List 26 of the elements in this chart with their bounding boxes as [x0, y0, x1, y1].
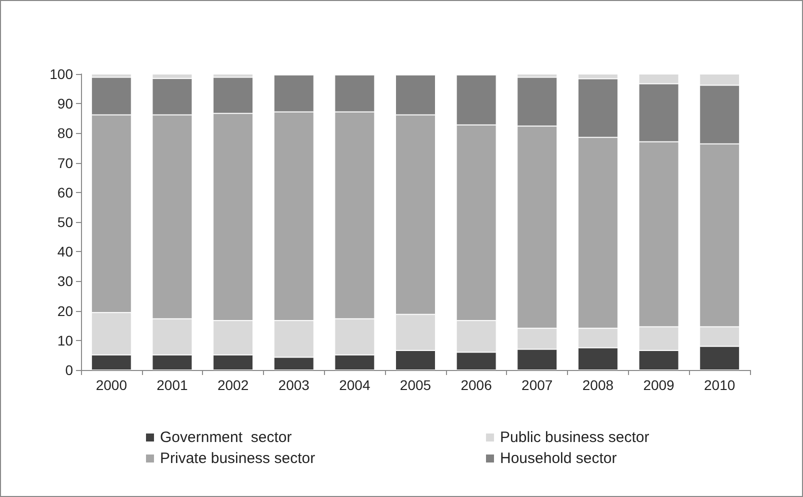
x-tick-label: 2005	[400, 377, 432, 393]
x-tick-label: 2010	[704, 377, 736, 393]
x-tick-label: 2007	[522, 377, 553, 393]
x-tick-label: 2008	[582, 377, 614, 393]
x-tick-label: 2003	[278, 377, 310, 393]
legend-label: Government sector	[160, 429, 292, 446]
y-tick-label: 70	[57, 154, 74, 171]
y-tick-label: 10	[57, 332, 74, 348]
y-tick-label: 20	[57, 302, 74, 319]
y-tick-label: 60	[57, 184, 74, 200]
y-tick-label: 50	[57, 214, 74, 230]
legend-label: Public business sector	[500, 429, 650, 446]
y-tick-label: 80	[57, 125, 74, 142]
x-tick-label: 2009	[643, 377, 675, 393]
legend-label: Household sector	[500, 450, 617, 467]
x-tick-label: 2000	[96, 377, 128, 393]
y-tick-label: 40	[57, 244, 74, 260]
x-tick-label: 2006	[460, 377, 492, 393]
x-tick-label: 2001	[156, 377, 188, 393]
legend-label: Private business sector	[160, 450, 316, 467]
x-tick-label: 2004	[339, 377, 370, 393]
y-tick-label: 30	[57, 273, 74, 290]
y-tick-label: 90	[57, 96, 74, 112]
y-tick-label: 100	[50, 66, 74, 82]
y-tick-label: 0	[65, 362, 74, 378]
x-tick-label: 2002	[217, 377, 249, 393]
